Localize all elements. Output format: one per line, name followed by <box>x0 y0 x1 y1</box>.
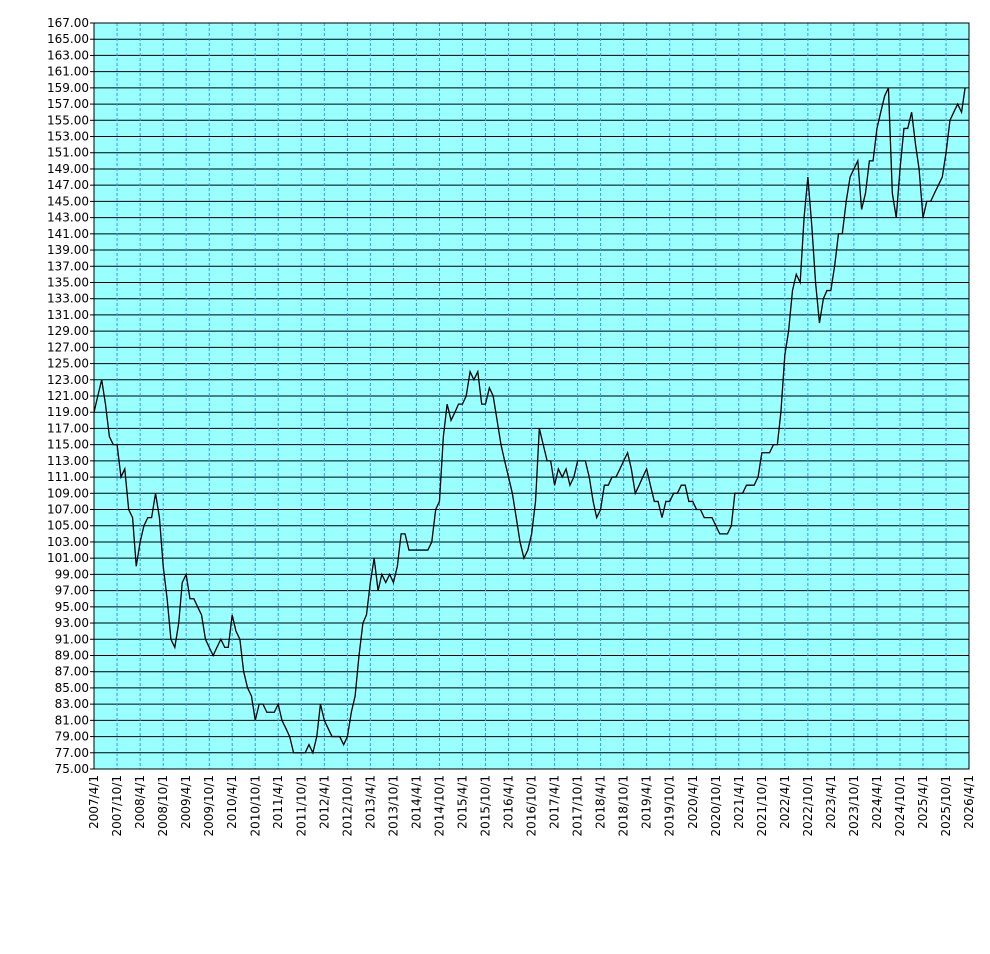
y-tick-label: 109.00 <box>47 486 89 500</box>
y-tick-label: 159.00 <box>47 81 89 95</box>
y-tick-label: 77.00 <box>55 746 89 760</box>
y-tick-label: 121.00 <box>47 389 89 403</box>
y-tick-label: 147.00 <box>47 178 89 192</box>
x-tick-label: 2007/10/1 <box>110 775 124 837</box>
y-tick-label: 101.00 <box>47 551 89 565</box>
x-tick-label: 2022/4/1 <box>778 775 792 829</box>
x-tick-label: 2020/4/1 <box>686 775 700 829</box>
y-tick-label: 111.00 <box>47 470 89 484</box>
x-tick-label: 2012/4/1 <box>317 775 331 829</box>
x-tick-label: 2017/10/1 <box>571 775 585 837</box>
y-tick-label: 143.00 <box>47 211 89 225</box>
y-tick-label: 89.00 <box>55 648 89 662</box>
x-tick-label: 2014/10/1 <box>432 775 446 837</box>
y-tick-label: 123.00 <box>47 373 89 387</box>
y-tick-label: 125.00 <box>47 357 89 371</box>
y-tick-label: 115.00 <box>47 438 89 452</box>
x-tick-label: 2015/4/1 <box>455 775 469 829</box>
y-tick-label: 127.00 <box>47 340 89 354</box>
x-tick-label: 2015/10/1 <box>478 775 492 837</box>
y-tick-label: 119.00 <box>47 405 89 419</box>
y-tick-label: 87.00 <box>55 665 89 679</box>
x-tick-label: 2024/10/1 <box>893 775 907 837</box>
x-tick-label: 2009/4/1 <box>179 775 193 829</box>
x-tick-label: 2016/4/1 <box>502 775 516 829</box>
y-tick-label: 139.00 <box>47 243 89 257</box>
y-tick-label: 91.00 <box>55 632 89 646</box>
y-tick-label: 133.00 <box>47 292 89 306</box>
x-tick-label: 2008/10/1 <box>156 775 170 837</box>
x-tick-label: 2024/4/1 <box>870 775 884 829</box>
plot-frame <box>93 22 970 770</box>
x-tick-label: 2017/4/1 <box>548 775 562 829</box>
x-tick-label: 2016/10/1 <box>525 775 539 837</box>
y-tick-label: 103.00 <box>47 535 89 549</box>
y-tick-label: 113.00 <box>47 454 89 468</box>
y-tick-label: 141.00 <box>47 227 89 241</box>
y-tick-label: 137.00 <box>47 259 89 273</box>
y-tick-label: 131.00 <box>47 308 89 322</box>
y-tick-label: 81.00 <box>55 713 89 727</box>
x-tick-label: 2019/4/1 <box>640 775 654 829</box>
x-tick-label: 2019/10/1 <box>663 775 677 837</box>
x-tick-label: 2025/4/1 <box>916 775 930 829</box>
x-tick-label: 2022/10/1 <box>801 775 815 837</box>
x-tick-label: 2025/10/1 <box>939 775 953 837</box>
x-tick-label: 2021/10/1 <box>755 775 769 837</box>
y-tick-label: 129.00 <box>47 324 89 338</box>
y-tick-label: 95.00 <box>55 600 89 614</box>
y-tick-label: 75.00 <box>55 762 89 776</box>
x-tick-label: 2011/4/1 <box>271 775 285 829</box>
x-tick-label: 2020/10/1 <box>709 775 723 837</box>
x-tick-label: 2010/4/1 <box>225 775 239 829</box>
x-tick-label: 2014/4/1 <box>409 775 423 829</box>
x-tick-label: 2021/4/1 <box>732 775 746 829</box>
x-tick-label: 2018/4/1 <box>594 775 608 829</box>
y-tick-label: 105.00 <box>47 519 89 533</box>
y-tick-label: 157.00 <box>47 97 89 111</box>
x-tick-label: 2018/10/1 <box>617 775 631 837</box>
y-tick-label: 99.00 <box>55 567 89 581</box>
x-tick-label: 2008/4/1 <box>133 775 147 829</box>
y-tick-label: 151.00 <box>47 146 89 160</box>
y-tick-label: 161.00 <box>47 65 89 79</box>
y-tick-label: 83.00 <box>55 697 89 711</box>
x-tick-label: 2010/10/1 <box>248 775 262 837</box>
x-tick-label: 2023/10/1 <box>847 775 861 837</box>
x-tick-label: 2026/4/1 <box>962 775 976 829</box>
y-tick-label: 153.00 <box>47 130 89 144</box>
y-tick-label: 145.00 <box>47 194 89 208</box>
x-tick-label: 2023/4/1 <box>824 775 838 829</box>
x-tick-label: 2009/10/1 <box>202 775 216 837</box>
x-tick-label: 2013/10/1 <box>386 775 400 837</box>
x-tick-label: 2007/4/1 <box>87 775 101 829</box>
y-tick-label: 135.00 <box>47 275 89 289</box>
y-tick-label: 163.00 <box>47 48 89 62</box>
line-series <box>93 87 966 755</box>
y-tick-label: 97.00 <box>55 584 89 598</box>
x-tick-label: 2012/10/1 <box>340 775 354 837</box>
y-tick-label: 93.00 <box>55 616 89 630</box>
y-tick-label: 79.00 <box>55 730 89 744</box>
y-tick-label: 107.00 <box>47 503 89 517</box>
y-tick-label: 165.00 <box>47 32 89 46</box>
y-tick-label: 167.00 <box>47 16 89 30</box>
y-tick-label: 155.00 <box>47 113 89 127</box>
y-tick-label: 85.00 <box>55 681 89 695</box>
y-tick-label: 149.00 <box>47 162 89 176</box>
x-tick-label: 2011/10/1 <box>294 775 308 837</box>
x-tick-label: 2013/4/1 <box>363 775 377 829</box>
y-tick-label: 117.00 <box>47 421 89 435</box>
